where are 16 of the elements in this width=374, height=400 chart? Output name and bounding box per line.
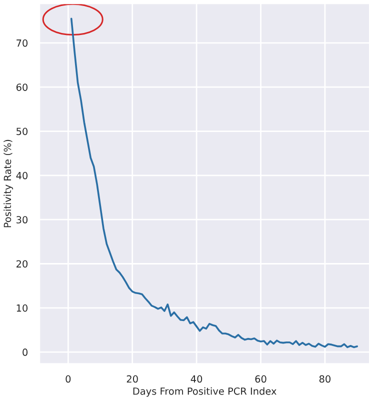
- y-tick-label: 0: [22, 348, 28, 356]
- x-tick-label: 60: [255, 375, 266, 383]
- y-tick-label: 60: [16, 84, 28, 91]
- y-tick-label: 50: [16, 128, 28, 136]
- x-tick-label: 40: [190, 375, 202, 383]
- x-tick-label: 20: [126, 375, 138, 383]
- x-tick-label: 0: [66, 375, 71, 383]
- x-axis-title: Days From Positive PCR Index: [133, 387, 276, 397]
- y-tick-label: 40: [16, 172, 28, 180]
- line-series: [70, 18, 358, 348]
- y-tick-label: 70: [16, 39, 28, 47]
- x-tick-label: 80: [319, 375, 330, 383]
- y-tick-label: 30: [16, 216, 28, 224]
- y-tick-label: 10: [16, 304, 28, 312]
- y-tick-label: 20: [16, 260, 28, 268]
- y-axis-title: Positivity Rate (%): [4, 140, 14, 228]
